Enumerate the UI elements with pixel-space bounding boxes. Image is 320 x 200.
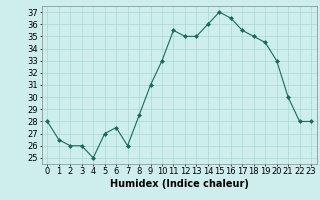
X-axis label: Humidex (Indice chaleur): Humidex (Indice chaleur) [110, 179, 249, 189]
